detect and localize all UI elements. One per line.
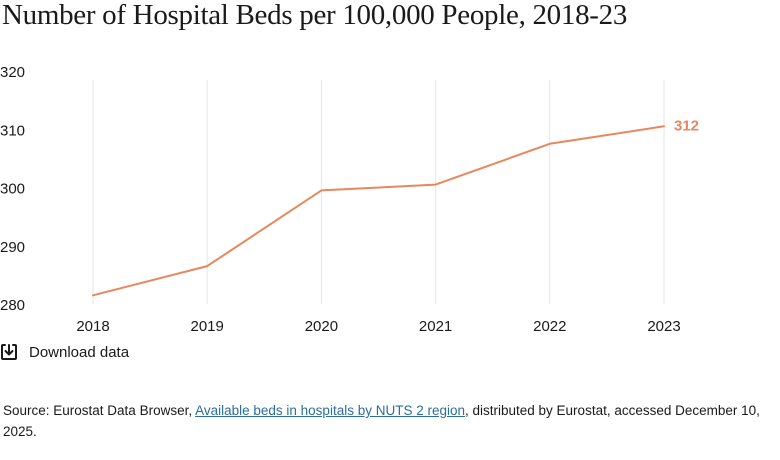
x-tick-label: 2023 xyxy=(647,318,680,335)
y-tick-label: 320 xyxy=(0,64,25,81)
series-line xyxy=(92,125,665,297)
x-tick-label: 2018 xyxy=(76,318,109,335)
x-tick-label: 2019 xyxy=(191,318,224,335)
y-tick-label: 280 xyxy=(0,297,25,314)
y-tick-label: 290 xyxy=(0,239,25,256)
series-group xyxy=(92,125,665,297)
y-tick-label: 310 xyxy=(0,122,25,139)
x-tick-label: 2022 xyxy=(533,318,566,335)
download-data-button[interactable]: Download data xyxy=(0,343,129,361)
gridlines xyxy=(92,80,665,304)
line-chart: 320 310 300 290 280 2018 2019 2020 2021 2022 2023… xyxy=(0,64,699,335)
y-axis-ticks: 320 310 300 290 280 xyxy=(0,64,25,314)
download-icon xyxy=(0,343,18,361)
source-prefix: Source: Eurostat Data Browser, xyxy=(3,403,196,418)
end-value-label: 312 xyxy=(674,117,699,134)
source-suffix: , distributed by Eurostat, accessed Dece… xyxy=(3,403,760,439)
source-note: Source: Eurostat Data Browser, Available… xyxy=(3,400,763,442)
y-tick-label: 300 xyxy=(0,181,25,198)
x-tick-label: 2020 xyxy=(305,318,338,335)
x-tick-label: 2021 xyxy=(419,318,452,335)
x-axis-ticks: 2018 2019 2020 2021 2022 2023 xyxy=(76,318,680,335)
download-data-label: Download data xyxy=(29,343,130,361)
chart-title: Number of Hospital Beds per 100,000 Peop… xyxy=(2,0,628,31)
data-labels: 312 xyxy=(674,117,699,134)
source-link[interactable]: Available beds in hospitals by NUTS 2 re… xyxy=(195,403,465,418)
